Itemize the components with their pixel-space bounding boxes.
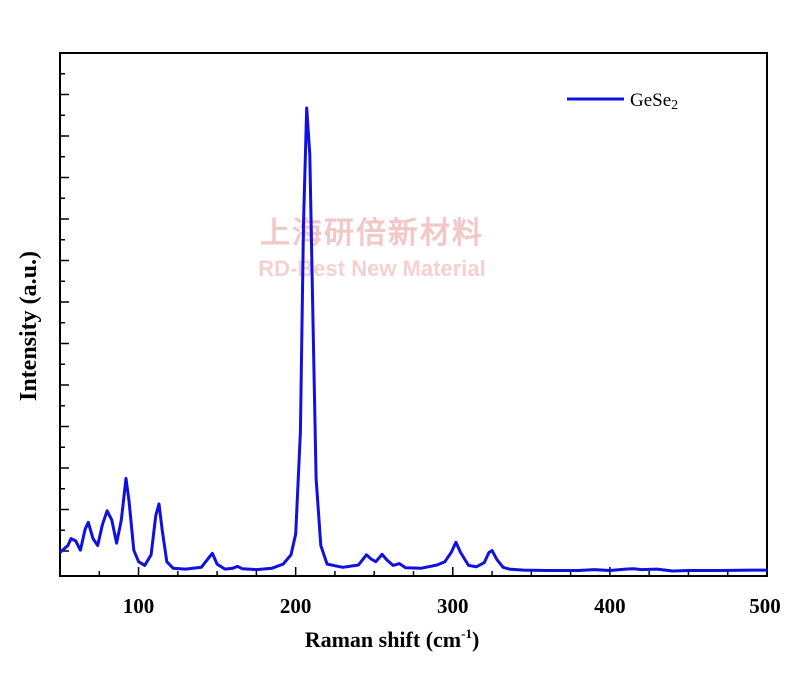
series-line-gese2: [59, 106, 767, 573]
watermark-english: RD-Best New Material: [258, 256, 485, 281]
x-axis-label-superscript: -1: [461, 626, 472, 641]
x-tick-label: 100: [123, 594, 155, 618]
x-tick-label: 500: [749, 594, 781, 618]
x-axis-label-main: Raman shift (cm: [305, 627, 461, 652]
y-axis-ticks: [60, 73, 69, 552]
y-axis-label: Intensity (a.u.): [16, 251, 42, 401]
x-tick-label: 400: [594, 594, 626, 618]
legend-label: GeSe2: [630, 90, 678, 113]
legend-label-subscript: 2: [671, 98, 678, 113]
watermark-chinese: 上海研倍新材料: [260, 216, 484, 251]
x-axis-label-close: ): [472, 627, 479, 652]
plot-frame: [59, 52, 768, 577]
x-axis-label: Raman shift (cm-1): [305, 626, 480, 652]
legend-label-main: GeSe: [630, 90, 671, 111]
x-axis-tick-labels: 100 200 300 400 500: [123, 594, 781, 618]
x-tick-label: 200: [280, 594, 312, 618]
legend: GeSe2: [567, 90, 678, 113]
x-tick-label: 300: [437, 594, 469, 618]
